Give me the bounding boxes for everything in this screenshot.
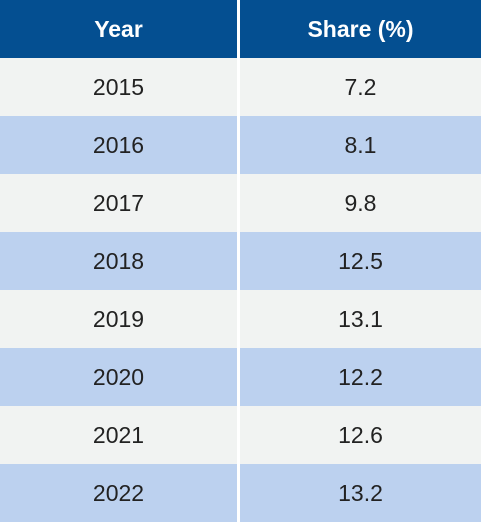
column-header-year: Year	[0, 0, 240, 58]
column-header-share: Share (%)	[240, 0, 481, 58]
table-cell-year: 2021	[0, 406, 240, 464]
table-cell-share: 7.2	[240, 58, 481, 116]
table-cell-year: 2015	[0, 58, 240, 116]
table-cell-year: 2019	[0, 290, 240, 348]
table-cell-year: 2018	[0, 232, 240, 290]
table-cell-year: 2016	[0, 116, 240, 174]
table-cell-share: 12.2	[240, 348, 481, 406]
table-cell-share: 12.6	[240, 406, 481, 464]
table-cell-year: 2017	[0, 174, 240, 232]
table-cell-share: 13.1	[240, 290, 481, 348]
table-cell-share: 9.8	[240, 174, 481, 232]
table-cell-share: 13.2	[240, 464, 481, 522]
table-cell-share: 12.5	[240, 232, 481, 290]
table-cell-year: 2022	[0, 464, 240, 522]
table-cell-share: 8.1	[240, 116, 481, 174]
table-cell-year: 2020	[0, 348, 240, 406]
